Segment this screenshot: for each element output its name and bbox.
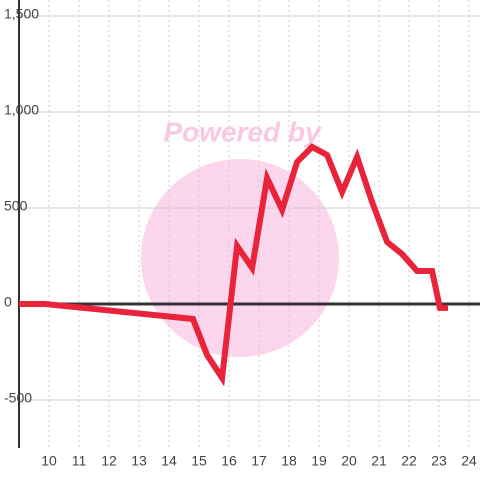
y-tick-label: 0: [4, 294, 12, 310]
x-tick-label: 23: [431, 453, 447, 469]
watermark-text: Powered by: [163, 116, 322, 147]
x-tick-label: 22: [401, 453, 417, 469]
data-line: [19, 143, 448, 387]
x-tick-label: 18: [281, 453, 297, 469]
y-tick-label: 1,500: [4, 6, 39, 22]
x-tick-label: 12: [101, 453, 117, 469]
watermark-logo: [141, 159, 339, 357]
x-tick-label: 21: [371, 453, 387, 469]
x-tick-label: 14: [161, 453, 177, 469]
x-tick-label: 11: [72, 453, 87, 469]
y-tick-label: -500: [4, 390, 32, 406]
x-tick-label: 17: [251, 453, 267, 469]
y-tick-label: 500: [4, 198, 28, 214]
x-tick-label: 16: [221, 453, 237, 469]
x-tick-label: 20: [341, 453, 357, 469]
x-tick-label: 13: [131, 453, 147, 469]
y-tick-label: 1,000: [4, 102, 39, 118]
x-tick-label: 10: [41, 453, 57, 469]
x-tick-label: 24: [461, 453, 477, 469]
x-tick-label: 15: [191, 453, 207, 469]
x-tick-label: 19: [311, 453, 327, 469]
